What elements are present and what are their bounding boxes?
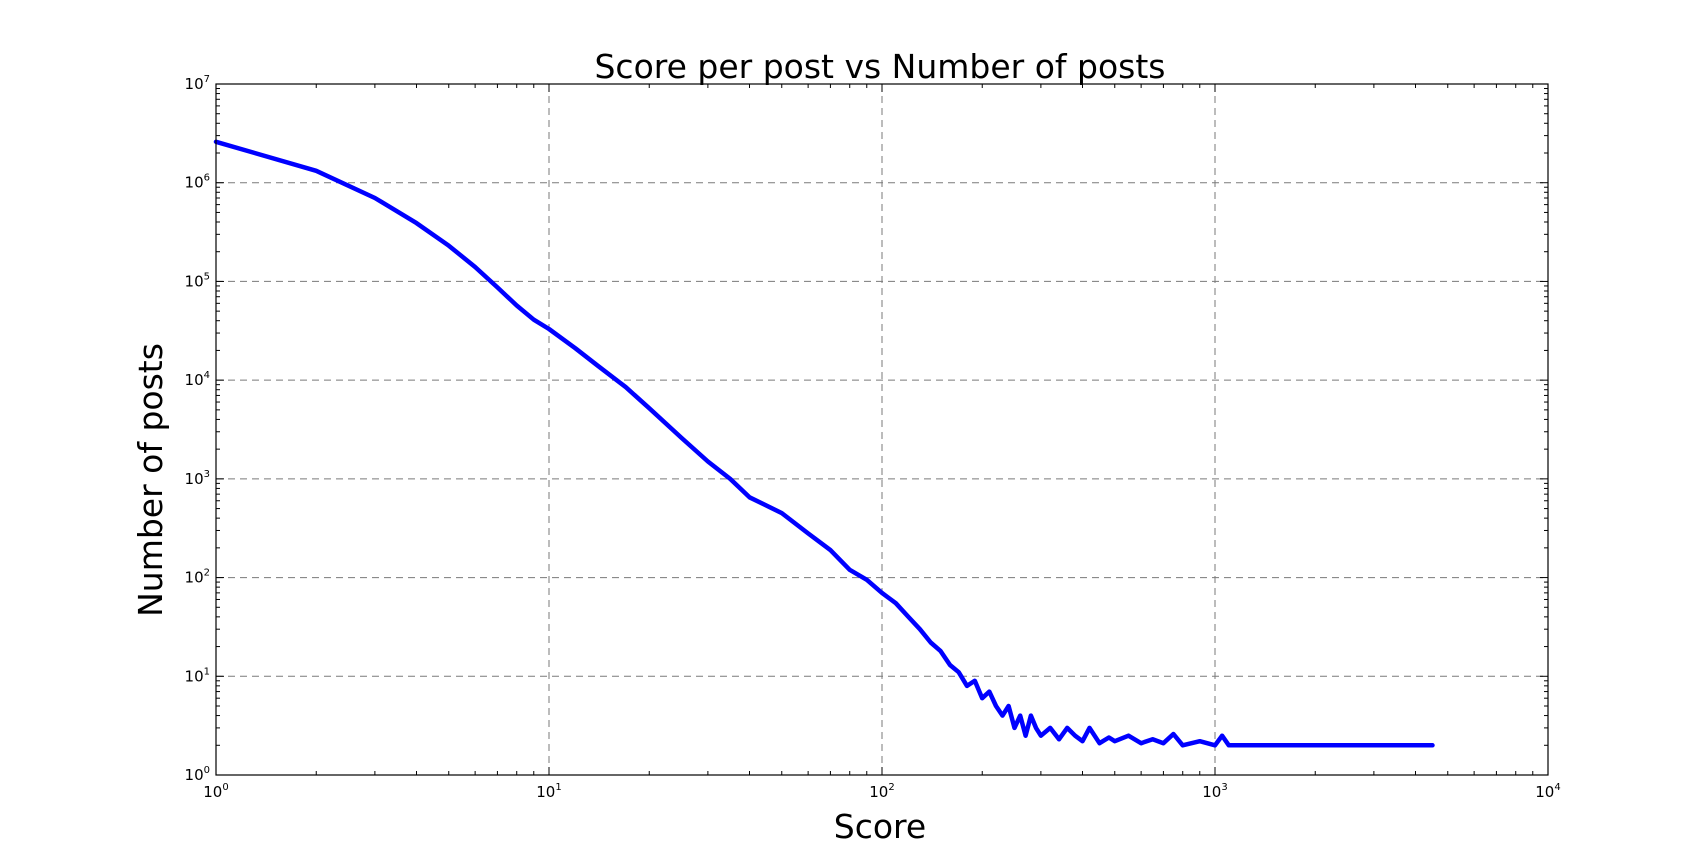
- ticks-layer: [215, 83, 1549, 776]
- y-axis-title: Number of posts: [131, 343, 170, 617]
- y-tick-label: 104: [185, 370, 210, 389]
- y-tick-label: 106: [185, 173, 210, 192]
- x-tick-label: 103: [1202, 782, 1227, 801]
- x-tick-label: 102: [869, 782, 894, 801]
- y-tick-label: 103: [185, 469, 210, 488]
- x-tick-label: 101: [536, 782, 561, 801]
- y-tick-label: 101: [185, 666, 210, 685]
- x-tick-label: 104: [1535, 782, 1560, 801]
- x-axis-title: Score: [834, 807, 926, 846]
- plot-frame: [215, 83, 1549, 776]
- y-tick-label: 100: [185, 765, 210, 784]
- y-tick-label: 102: [185, 568, 210, 587]
- x-tick-label: 100: [203, 782, 228, 801]
- grid-layer: [216, 84, 1548, 775]
- labels-layer: 100 101 102 103 104 100 101 102 103 104 105 106 107: [185, 74, 1561, 801]
- y-tick-label: 105: [185, 271, 210, 290]
- series-layer: [213, 139, 1435, 748]
- series-line: [213, 139, 1435, 748]
- y-tick-label: 107: [185, 74, 210, 93]
- chart-title: Score per post vs Number of posts: [594, 47, 1165, 86]
